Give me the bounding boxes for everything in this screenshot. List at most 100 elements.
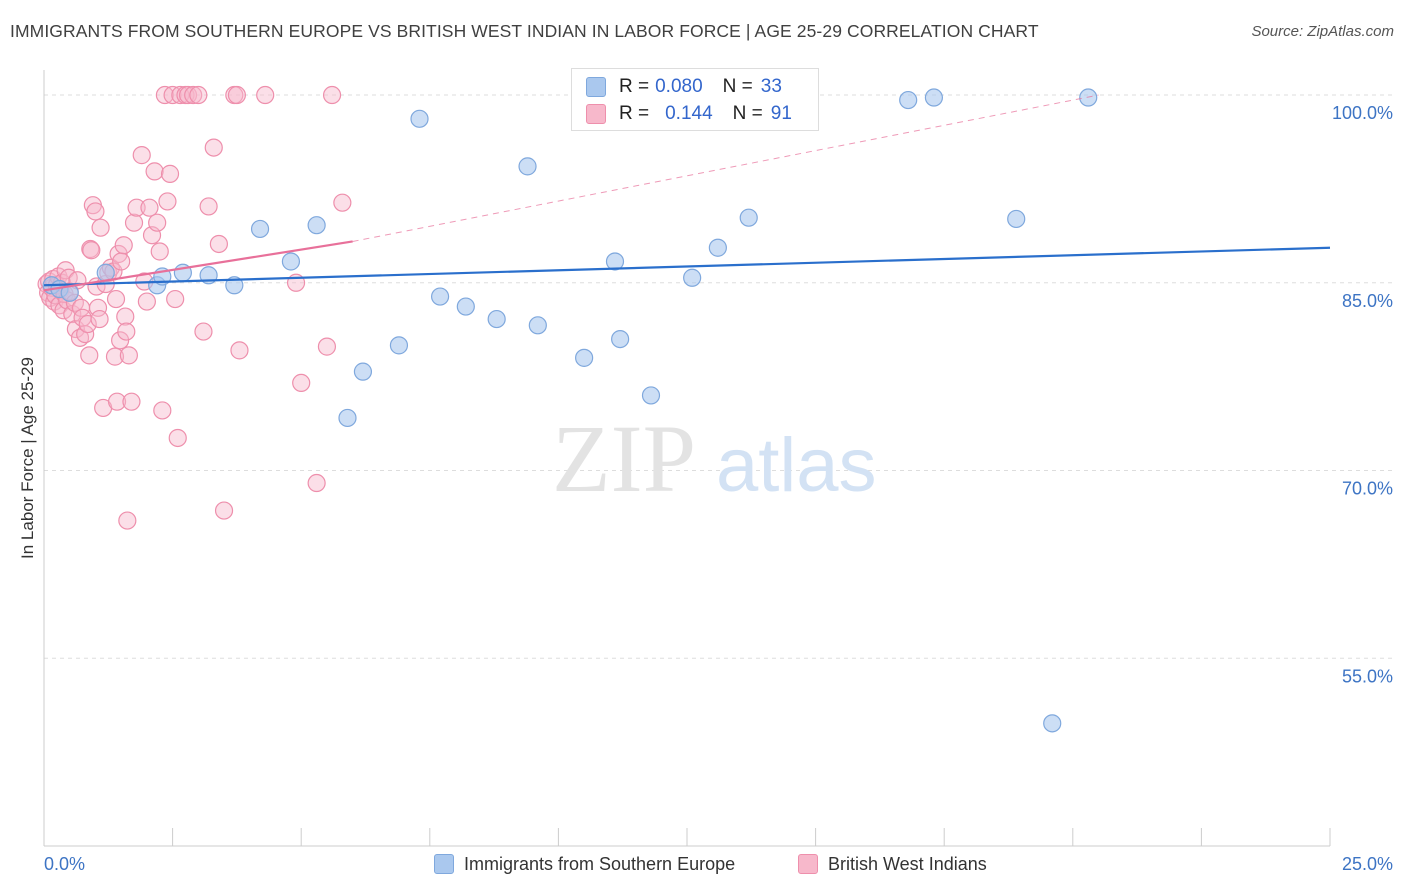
tick-labels: 55.0% 70.0% 85.0% 100.0% 0.0% 25.0% [44, 103, 1393, 874]
point-british-west-indians [148, 213, 167, 232]
point-immigrants-southern-europe [281, 252, 301, 271]
point-british-west-indians [137, 292, 156, 311]
legend-r-label: R = [619, 103, 650, 124]
point-immigrants-southern-europe [1043, 714, 1062, 733]
legend-r-value: 0.080 [655, 76, 703, 97]
correlation-legend: R = 0.080 N = 33 R = 0.144 N = 91 [571, 68, 819, 131]
point-british-west-indians [105, 347, 125, 366]
point-immigrants-southern-europe [456, 297, 475, 316]
point-british-west-indians [90, 309, 109, 329]
point-immigrants-southern-europe [683, 268, 702, 287]
point-british-west-indians [230, 341, 249, 360]
point-british-west-indians [292, 373, 311, 393]
source-label: Source: ZipAtlas.com [1251, 23, 1394, 40]
point-british-west-indians [122, 392, 141, 411]
legend-n-value: 33 [760, 76, 782, 97]
point-immigrants-southern-europe [518, 157, 537, 176]
point-immigrants-southern-europe [307, 216, 326, 235]
series-name: Immigrants from Southern Europe [464, 853, 736, 874]
trend-line-british-west-indians [43, 240, 353, 292]
watermark: ZIP atlas [552, 405, 877, 512]
point-immigrants-southern-europe [487, 309, 506, 329]
chart-title: IMMIGRANTS FROM SOUTHERN EUROPE VS BRITI… [10, 21, 1039, 41]
legend-row-immigrants-southern-europe: R = 0.080 N = 33 [586, 75, 782, 99]
point-british-west-indians [189, 85, 208, 105]
point-british-west-indians [80, 346, 99, 365]
point-british-west-indians [116, 307, 135, 326]
point-british-west-indians [81, 239, 100, 259]
point-british-west-indians [160, 164, 180, 183]
point-british-west-indians [82, 241, 101, 260]
point-british-west-indians [163, 85, 182, 105]
point-immigrants-southern-europe [739, 208, 758, 227]
point-british-west-indians [166, 289, 185, 309]
y-tick-label: 70.0% [1342, 479, 1393, 499]
point-british-west-indians [117, 322, 136, 341]
axes [43, 70, 1331, 847]
point-british-west-indians [322, 85, 342, 105]
point-immigrants-southern-europe [410, 109, 429, 128]
point-british-west-indians [227, 85, 246, 105]
y-tick-label: 85.0% [1342, 291, 1393, 311]
point-british-west-indians [199, 197, 218, 216]
point-british-west-indians [114, 236, 133, 255]
point-immigrants-southern-europe [708, 238, 727, 257]
legend-row-british-west-indians: R = 0.144 N = 91 [586, 102, 792, 126]
point-british-west-indians [307, 473, 326, 493]
point-immigrants-southern-europe [430, 287, 450, 306]
trend-line-british-west-indians-extension [352, 94, 1099, 242]
x-tick-label: 0.0% [44, 854, 85, 874]
point-immigrants-southern-europe [899, 90, 918, 110]
watermark-atlas: atlas [716, 423, 877, 508]
point-british-west-indians [91, 218, 110, 237]
point-british-west-indians [124, 213, 144, 232]
point-british-west-indians [140, 198, 159, 217]
legend-swatch-blue [586, 77, 606, 97]
point-british-west-indians [106, 289, 126, 309]
point-british-west-indians [158, 192, 177, 211]
legend-n-label: N = [722, 76, 753, 97]
point-british-west-indians [118, 511, 137, 530]
point-immigrants-southern-europe [338, 408, 357, 428]
point-british-west-indians [132, 146, 151, 165]
series-name: British West Indians [828, 853, 987, 874]
point-british-west-indians [155, 85, 174, 105]
point-british-west-indians [214, 501, 234, 520]
point-immigrants-southern-europe [575, 348, 594, 367]
point-british-west-indians [107, 392, 127, 411]
point-british-west-indians [153, 401, 172, 420]
series-swatch-blue [434, 854, 454, 874]
point-immigrants-southern-europe [611, 329, 630, 349]
point-immigrants-southern-europe [250, 219, 270, 239]
y-tick-label: 55.0% [1342, 666, 1393, 686]
legend-n-value: 91 [770, 103, 792, 124]
point-british-west-indians [66, 319, 85, 339]
watermark-zip: ZIP [552, 405, 696, 512]
point-british-west-indians [171, 85, 190, 105]
point-british-west-indians [86, 202, 105, 221]
point-british-west-indians [256, 85, 275, 105]
series-swatch-pink [798, 854, 818, 874]
point-british-west-indians [317, 337, 337, 356]
point-british-west-indians [209, 234, 228, 254]
series-legend-british-west-indians: British West Indians [798, 852, 987, 876]
point-immigrants-southern-europe [924, 88, 944, 107]
point-british-west-indians [204, 138, 223, 157]
y-tick-label: 100.0% [1332, 103, 1393, 123]
point-british-west-indians [145, 162, 164, 181]
point-british-west-indians [178, 85, 198, 105]
point-british-west-indians [333, 193, 352, 212]
trend-line-immigrants-southern-europe [43, 246, 1331, 287]
trend-lines [43, 94, 1331, 292]
point-british-west-indians [150, 242, 169, 261]
legend-r-value: 0.144 [665, 103, 713, 124]
point-immigrants-southern-europe [353, 362, 373, 381]
point-british-west-indians [112, 252, 131, 271]
point-british-west-indians [78, 314, 97, 334]
y-axis-label: In Labor Force | Age 25-29 [18, 357, 37, 559]
point-british-west-indians [119, 346, 138, 365]
point-immigrants-southern-europe [641, 386, 661, 405]
legend-n-label: N = [732, 103, 763, 124]
point-immigrants-southern-europe [528, 316, 547, 335]
point-immigrants-southern-europe [1007, 209, 1026, 229]
